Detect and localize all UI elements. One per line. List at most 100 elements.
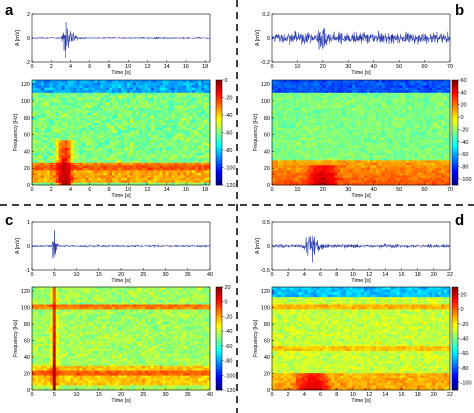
- panel-b-spectrogram-cell: [417, 145, 421, 148]
- panel-b-spectrogram-cell: [280, 80, 285, 83]
- panel-b-spectrogram-cell: [316, 132, 320, 136]
- panel-b-spectrogram-cell: [277, 92, 282, 96]
- panel-b-spectrogram-cell: [301, 172, 305, 176]
- panel-a-spectrogram-cell: [94, 152, 98, 156]
- panel-a-spectrogram-cell: [88, 157, 92, 161]
- panel-a-spectrogram-cell: [174, 132, 178, 136]
- panel-a-spectrogram-cell: [43, 112, 48, 116]
- panel-a-spectrogram-cell: [189, 130, 193, 133]
- panel-b-spectrogram-cell: [396, 122, 400, 126]
- panel-a-spectrogram-cell: [132, 177, 137, 181]
- panel-b-spectrogram-cell: [399, 142, 403, 146]
- panel-a-spectrogram-cell: [201, 97, 205, 101]
- panel-b-spectrogram-cell: [393, 145, 397, 148]
- panel-b-spectrogram-cell: [325, 110, 329, 113]
- panel-a-spectrogram-cell: [61, 122, 65, 126]
- panel-a-spectrogram-cell: [189, 167, 193, 171]
- panel-b-spectrogram-cell: [402, 162, 406, 166]
- panel-b-spectrogram-cell: [432, 112, 436, 116]
- panel-a-spectrogram-cell: [198, 105, 202, 108]
- panel-b-spectrogram-cell: [343, 95, 347, 98]
- panel-a-spectrogram-cell: [91, 90, 95, 93]
- panel-a-spectrogram-cell: [34, 82, 39, 86]
- panel-b-spectrogram-cell: [366, 152, 371, 156]
- panel-a-spectrogram-cell: [156, 152, 160, 156]
- panel-b-spectrogram-cell: [411, 127, 415, 131]
- panel-a-spectrogram-cell: [204, 110, 208, 113]
- panel-a-colorbar-tick-label: -120: [225, 183, 236, 189]
- panel-b-spectrogram-cell: [346, 100, 350, 103]
- panel-b-spectrogram-cell: [346, 170, 350, 173]
- panel-a-spectrogram-cell: [82, 125, 86, 128]
- panel-a-spectrogram-cell: [118, 102, 122, 106]
- panel-b-spectrogram-cell: [355, 115, 359, 118]
- panel-a-spectrogram-cell: [49, 107, 54, 111]
- panel-a-spectrogram-cell: [150, 125, 154, 128]
- panel-b-spectrogram-cell: [289, 105, 294, 108]
- panel-a-spectrogram-cell: [94, 142, 98, 146]
- panel-b-spectrogram-cell: [417, 95, 421, 98]
- panel-a-spectrogram-cell: [79, 175, 83, 178]
- panel-a-spectrogram-cell: [192, 177, 196, 181]
- panel-b-spectrogram-cell: [402, 172, 406, 176]
- panel-a-spectrogram-cell: [40, 100, 45, 103]
- panel-b-spectrogram-cell: [366, 135, 371, 138]
- panel-b-spectrogram-cell: [387, 112, 391, 116]
- panel-b-spectrogram-cell: [381, 95, 386, 98]
- panel-b-spectrogram-cell: [331, 157, 335, 161]
- panel-a-spectrogram-cell: [79, 87, 83, 91]
- panel-b-spectrogram-cell: [277, 115, 282, 118]
- panel-b-spectrogram-cell: [286, 92, 291, 96]
- panel-a-spectrogram-cell: [156, 175, 160, 178]
- panel-b-spectrogram-cell: [274, 162, 279, 166]
- panel-a-spectrogram-cell: [204, 157, 208, 161]
- panel-b-spectrogram-cell: [361, 137, 365, 141]
- panel-b-spectrogram-cell: [372, 170, 377, 173]
- panel-a-spectrogram-cell: [201, 117, 205, 121]
- panel-b-spectrogram-cell: [277, 165, 282, 168]
- panel-b-spectrogram-cell: [328, 160, 332, 163]
- panel-b-spectrogram-cell: [349, 142, 353, 146]
- panel-b-spectrogram-cell: [375, 130, 380, 133]
- panel-b-spectrogram-cell: [355, 162, 359, 166]
- panel-b-spectrogram-cell: [369, 167, 374, 171]
- panel-b-spectrogram-cell: [343, 112, 347, 116]
- panel-b-spectrogram-cell: [375, 110, 380, 113]
- panel-a-spectrogram-cell: [192, 107, 196, 111]
- panel-b-spectrogram-cell: [274, 167, 279, 171]
- panel-b-spectrogram-cell: [384, 82, 388, 86]
- panel-a-spectrogram-cell: [40, 107, 45, 111]
- panel-a-spectrogram-cell: [180, 125, 184, 128]
- panel-a-spectrogram-cell: [103, 142, 107, 146]
- panel-b-spectrogram-cell: [352, 132, 356, 136]
- panel-b-spectrogram-cell: [277, 110, 282, 113]
- panel-b-spectrogram-cell: [298, 162, 302, 166]
- panel-b-spectrogram-cell: [331, 125, 335, 128]
- panel-a-spectrogram-cell: [180, 177, 184, 181]
- panel-a-spectrogram-cell: [73, 132, 77, 136]
- panel-b-spectrogram-cell: [402, 132, 406, 136]
- panel-a-spectrogram-cell: [147, 150, 151, 153]
- panel-a-spectrogram-cell: [58, 177, 62, 181]
- panel-a-spectrogram-cell: [168, 97, 172, 101]
- panel-b-spectrogram-cell: [337, 155, 341, 158]
- panel-a-spectrogram-cell: [103, 90, 107, 93]
- panel-b-spectrogram-cell: [283, 115, 288, 118]
- panel-b-spectrogram-cell: [384, 105, 388, 108]
- panel-b-spectrogram-cell: [340, 152, 344, 156]
- panel-b-spectrogram-cell: [274, 100, 279, 103]
- panel-a-spectrogram-cell: [168, 130, 172, 133]
- panel-b-spectrogram-cell: [366, 175, 371, 178]
- panel-b-spectrogram-cell: [384, 107, 388, 111]
- panel-b-spectrogram-cell: [363, 90, 368, 93]
- panel-b-spectrogram-cell: [384, 125, 388, 128]
- panel-a-spectrogram-cell: [103, 127, 107, 131]
- panel-b-spectrogram-cell: [331, 140, 335, 143]
- panel-b-spectrogram-cell: [358, 180, 362, 183]
- panel-a-spectrogram-cell: [195, 87, 199, 91]
- panel-b-spectrogram-cell: [387, 135, 391, 138]
- panel-a-spectrogram-cell: [165, 122, 169, 126]
- panel-b-spectrogram-cell: [361, 167, 365, 171]
- panel-a-spectrogram-cell: [52, 90, 57, 93]
- panel-b-wave-xtick-label: 40: [371, 64, 377, 70]
